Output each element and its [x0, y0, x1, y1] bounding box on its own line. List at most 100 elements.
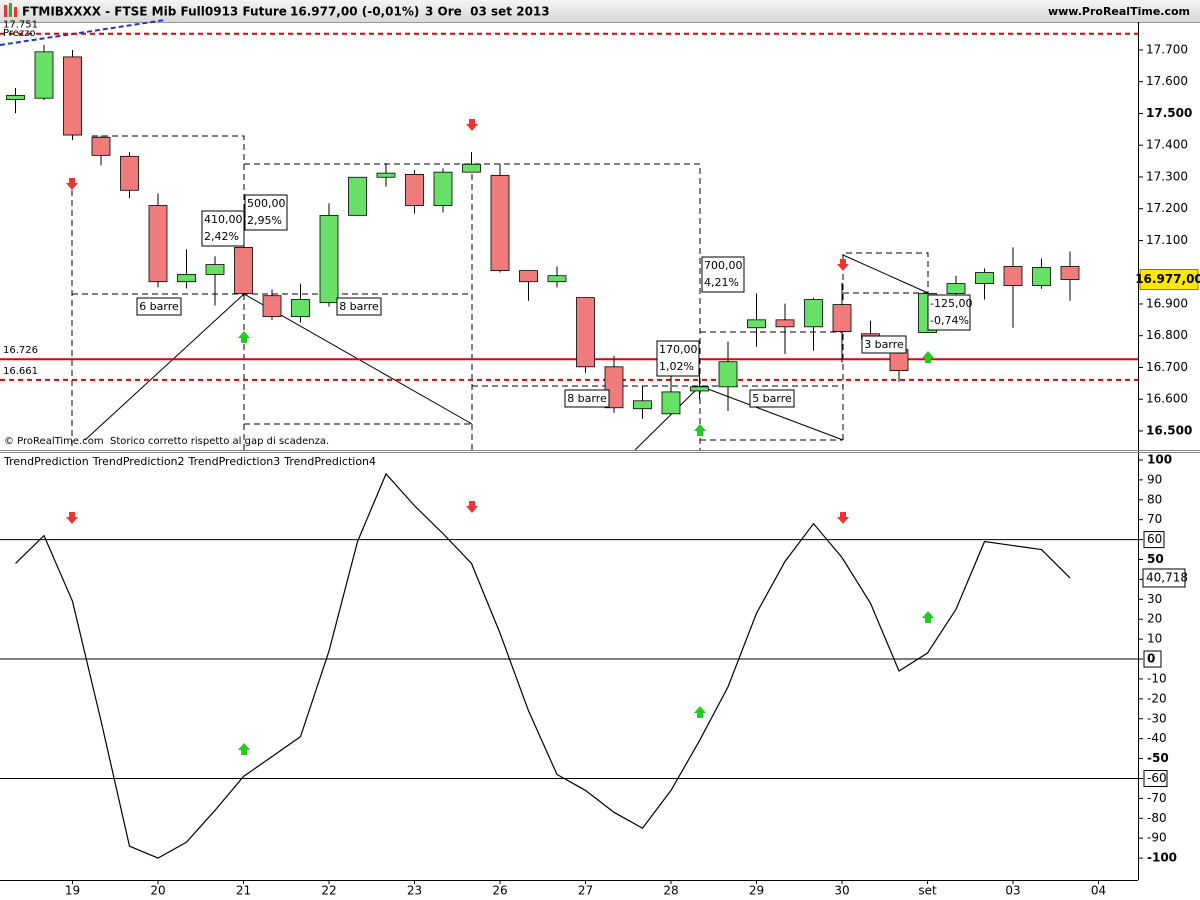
- bar-count-label: 5 barre: [752, 392, 792, 405]
- price-level-label: 16.726: [3, 345, 38, 356]
- header-website: www.ProRealTime.com: [1048, 5, 1190, 18]
- move-percent: 1,02%: [659, 360, 694, 373]
- y-tick-label: 60: [1147, 532, 1162, 546]
- y-tick-label: 17.700: [1146, 42, 1188, 56]
- y-tick-label: -60: [1147, 771, 1167, 785]
- y-tick-label: -50: [1147, 751, 1169, 765]
- header-price: 16.977,00 (-0,01%): [290, 5, 419, 19]
- tick-label-box: [1143, 650, 1162, 668]
- bar-count-label: 3 barre: [864, 338, 904, 351]
- candle-body: [519, 270, 538, 283]
- last-value-label: 40,718: [1146, 570, 1188, 584]
- header-timeframe: 3 Ore 03 set 2013: [425, 5, 550, 19]
- last-price-label: 16.977,00: [1135, 272, 1200, 286]
- bar-count-box: [336, 297, 382, 316]
- candle-body: [91, 136, 111, 156]
- candle-body: [405, 174, 424, 206]
- header-symbol: FTMIBXXXX - FTSE Mib Full0913 Future: [22, 5, 287, 19]
- bar-count-box: [564, 389, 610, 408]
- x-tick-label: 29: [749, 884, 764, 898]
- trend-line: [0, 19, 166, 46]
- y-tick-label: 30: [1147, 592, 1162, 606]
- x-tick-label: 22: [321, 884, 336, 898]
- candle-body: [804, 299, 823, 328]
- candle-body: [348, 176, 367, 216]
- range-box: [842, 252, 929, 440]
- bar-count-label: 6 barre: [139, 300, 179, 313]
- candle-body: [718, 361, 738, 388]
- y-tick-label: 20: [1147, 612, 1162, 626]
- candle-body: [832, 304, 852, 332]
- y-tick-label: 16.800: [1146, 328, 1188, 342]
- y-tick-label: -10: [1147, 671, 1167, 685]
- candle-body: [462, 163, 481, 173]
- y-tick-label: 10: [1147, 632, 1162, 646]
- candle-body: [490, 174, 510, 272]
- candle-body: [120, 155, 139, 191]
- y-tick-label: -90: [1147, 831, 1167, 845]
- y-tick-label: 17.600: [1146, 74, 1188, 88]
- candle-body: [1032, 267, 1051, 286]
- x-tick-label: 30: [834, 884, 849, 898]
- legend-label: TrendPrediction4: [283, 455, 376, 468]
- y-tick-label: 70: [1147, 512, 1162, 526]
- y-tick-label: -80: [1147, 811, 1167, 825]
- move-points: 500,00: [247, 197, 286, 210]
- x-tick-label: 27: [578, 884, 593, 898]
- move-percent: 2,42%: [204, 230, 239, 243]
- move-points: 410,00: [204, 213, 243, 226]
- candle-body: [975, 272, 994, 285]
- signal-arrows: [66, 119, 934, 755]
- indicator-pane: [0, 472, 1138, 859]
- x-tick-label: set: [918, 884, 937, 898]
- y-tick-label: 17.400: [1146, 138, 1188, 152]
- candle-body: [633, 400, 652, 410]
- y-tick-label: -70: [1147, 791, 1167, 805]
- candle-body: [6, 94, 25, 100]
- tick-label-box: [1143, 531, 1165, 549]
- y-tick-label: 16.500: [1146, 423, 1192, 437]
- bar-count-box: [136, 297, 182, 316]
- candle-body: [747, 319, 766, 329]
- move-box: [701, 256, 745, 293]
- y-tick-label: 50: [1147, 552, 1164, 566]
- legend: Prezzo: [3, 28, 36, 39]
- x-tick-label: 04: [1091, 884, 1106, 898]
- y-tick-label: -30: [1147, 711, 1167, 725]
- candle-body: [291, 299, 310, 318]
- move-percent: 2,95%: [247, 214, 282, 227]
- y-tick-label: 16.900: [1146, 296, 1188, 310]
- header-bar: [0, 0, 1200, 22]
- x-tick-label: 28: [663, 884, 678, 898]
- candle-body: [205, 264, 225, 275]
- price-level-label: 16.661: [3, 366, 38, 377]
- candle-body: [1060, 266, 1080, 280]
- y-tick-label: 17.200: [1146, 201, 1188, 215]
- x-tick-label: 26: [492, 884, 507, 898]
- y-tick-label: 17.300: [1146, 169, 1188, 183]
- move-percent: -0,74%: [930, 314, 969, 327]
- candle-body: [319, 214, 339, 304]
- range-box: [244, 163, 701, 450]
- zigzag: [842, 254, 929, 294]
- candle-body: [576, 297, 595, 368]
- move-box: [927, 294, 971, 331]
- move-percent: 4,21%: [704, 276, 739, 289]
- y-tick-label: -100: [1147, 851, 1177, 865]
- candle-body: [34, 51, 54, 99]
- last-price-badge: [1139, 268, 1199, 290]
- move-points: -125,00: [930, 297, 972, 310]
- range-box: [92, 135, 245, 450]
- footnote: © ProRealTime.com Storico corretto rispe…: [4, 436, 329, 447]
- y-tick-label: 100: [1147, 452, 1172, 466]
- price-level-label: 17.751: [3, 20, 38, 31]
- move-points: 170,00: [659, 343, 698, 356]
- bar-count-box: [861, 335, 907, 354]
- x-tick-label: 19: [65, 884, 80, 898]
- x-tick-label: 20: [150, 884, 165, 898]
- legend-label: TrendPrediction2: [92, 455, 185, 468]
- header-icon: [4, 3, 17, 17]
- candle-body: [1003, 266, 1023, 286]
- bar-count-label: 8 barre: [339, 300, 379, 313]
